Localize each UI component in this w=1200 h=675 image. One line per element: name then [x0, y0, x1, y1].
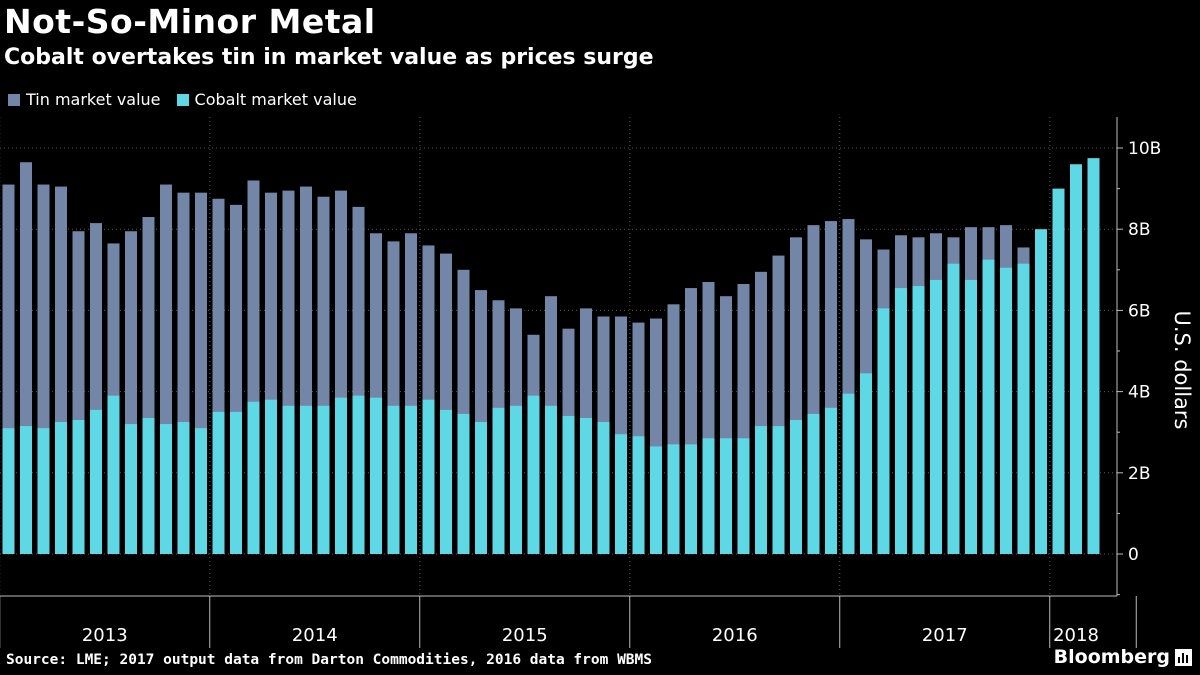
bar-cobalt [580, 417, 592, 554]
bar-cobalt [160, 424, 172, 554]
bar-cobalt [1087, 158, 1100, 554]
bar-cobalt [912, 286, 925, 554]
bar-cobalt [510, 405, 522, 554]
x-tick-label: 2013 [82, 625, 128, 646]
bar-cobalt [282, 405, 295, 554]
bar-cobalt [300, 405, 312, 554]
y-tick-label: 4B [1128, 383, 1150, 403]
bar-cobalt [790, 420, 802, 554]
bar-cobalt [142, 417, 155, 554]
bar-cobalt [842, 393, 855, 554]
bar-cobalt [982, 259, 995, 554]
bar-cobalt [20, 426, 32, 554]
bar-cobalt [72, 420, 85, 554]
x-tick-label: 2016 [712, 625, 758, 646]
bar-cobalt [772, 426, 785, 554]
chart-subtitle: Cobalt overtakes tin in market value as … [4, 45, 654, 70]
x-tick-label: 2018 [1053, 625, 1099, 646]
bar-cobalt [632, 436, 645, 554]
bar-cobalt [247, 401, 260, 554]
bar-cobalt [195, 428, 207, 554]
bar-cobalt [475, 422, 487, 554]
y-tick-label: 10B [1128, 139, 1161, 159]
x-tick-label: 2014 [292, 625, 338, 646]
bar-cobalt [965, 279, 977, 554]
bar-cobalt [562, 415, 575, 554]
bar-cobalt [352, 395, 365, 554]
bar-cobalt [230, 411, 242, 554]
bar-cobalt [947, 263, 960, 554]
bar-cobalt [212, 411, 225, 554]
x-tick-label: 2017 [922, 625, 968, 646]
y-tick-label: 2B [1128, 464, 1150, 484]
bar-cobalt [107, 395, 120, 554]
bar-cobalt [90, 409, 102, 554]
y-tick-label: 0 [1128, 545, 1139, 565]
bar-cobalt [387, 405, 400, 554]
bar-cobalt [1052, 188, 1065, 554]
bar-cobalt [825, 407, 837, 554]
bar-cobalt [597, 422, 610, 554]
legend-label-cobalt: Cobalt market value [194, 90, 357, 109]
legend-label-tin: Tin market value [26, 90, 161, 109]
x-tick-label: 2015 [502, 625, 548, 646]
bar-cobalt [2, 428, 15, 554]
bar-cobalt [125, 424, 137, 554]
bar-cobalt [422, 399, 435, 554]
legend-item-cobalt: Cobalt market value [176, 90, 357, 109]
bar-cobalt [650, 446, 662, 554]
bar-cobalt [405, 405, 417, 554]
bar-cobalt [492, 407, 505, 554]
bar-cobalt [667, 444, 680, 554]
y-tick-label: 8B [1128, 220, 1150, 240]
y-tick-label: 6B [1128, 301, 1150, 321]
bar-cobalt [860, 373, 872, 554]
bar-cobalt [755, 426, 767, 554]
bar-cobalt [55, 422, 67, 554]
bar-cobalt [1000, 267, 1012, 554]
bar-cobalt [930, 279, 942, 554]
bar-cobalt [265, 399, 277, 554]
brand: Bloomberg [1054, 646, 1192, 668]
bar-cobalt [177, 422, 190, 554]
bar-cobalt [457, 413, 470, 554]
chart-title: Not-So-Minor Metal [4, 2, 376, 41]
bar-cobalt [720, 438, 732, 554]
bar-cobalt [615, 434, 627, 554]
bar-cobalt [527, 395, 540, 554]
bar-cobalt [1035, 229, 1047, 554]
bar-cobalt [702, 438, 715, 554]
brand-name: Bloomberg [1053, 646, 1170, 668]
legend-item-tin: Tin market value [8, 90, 161, 109]
bar-cobalt [545, 405, 557, 554]
bar-cobalt [877, 308, 890, 554]
bar-cobalt [737, 438, 750, 554]
source-note: Source: LME; 2017 output data from Darto… [6, 652, 653, 668]
bar-cobalt [1017, 263, 1030, 554]
bar-cobalt [37, 428, 50, 554]
bar-cobalt [440, 409, 452, 554]
bar-cobalt [1070, 164, 1082, 555]
legend-swatch-cobalt [176, 93, 189, 106]
bar-cobalt [335, 397, 347, 554]
y-axis-title: U.S. dollars [1170, 310, 1194, 429]
legend: Tin market value Cobalt market value [8, 90, 357, 109]
legend-swatch-tin [8, 93, 20, 106]
brand-chart-icon [1175, 648, 1192, 666]
bar-cobalt [895, 288, 907, 554]
bar-cobalt [370, 397, 382, 554]
bar-cobalt [807, 413, 820, 554]
bar-cobalt [685, 444, 697, 554]
bar-cobalt [317, 405, 330, 554]
